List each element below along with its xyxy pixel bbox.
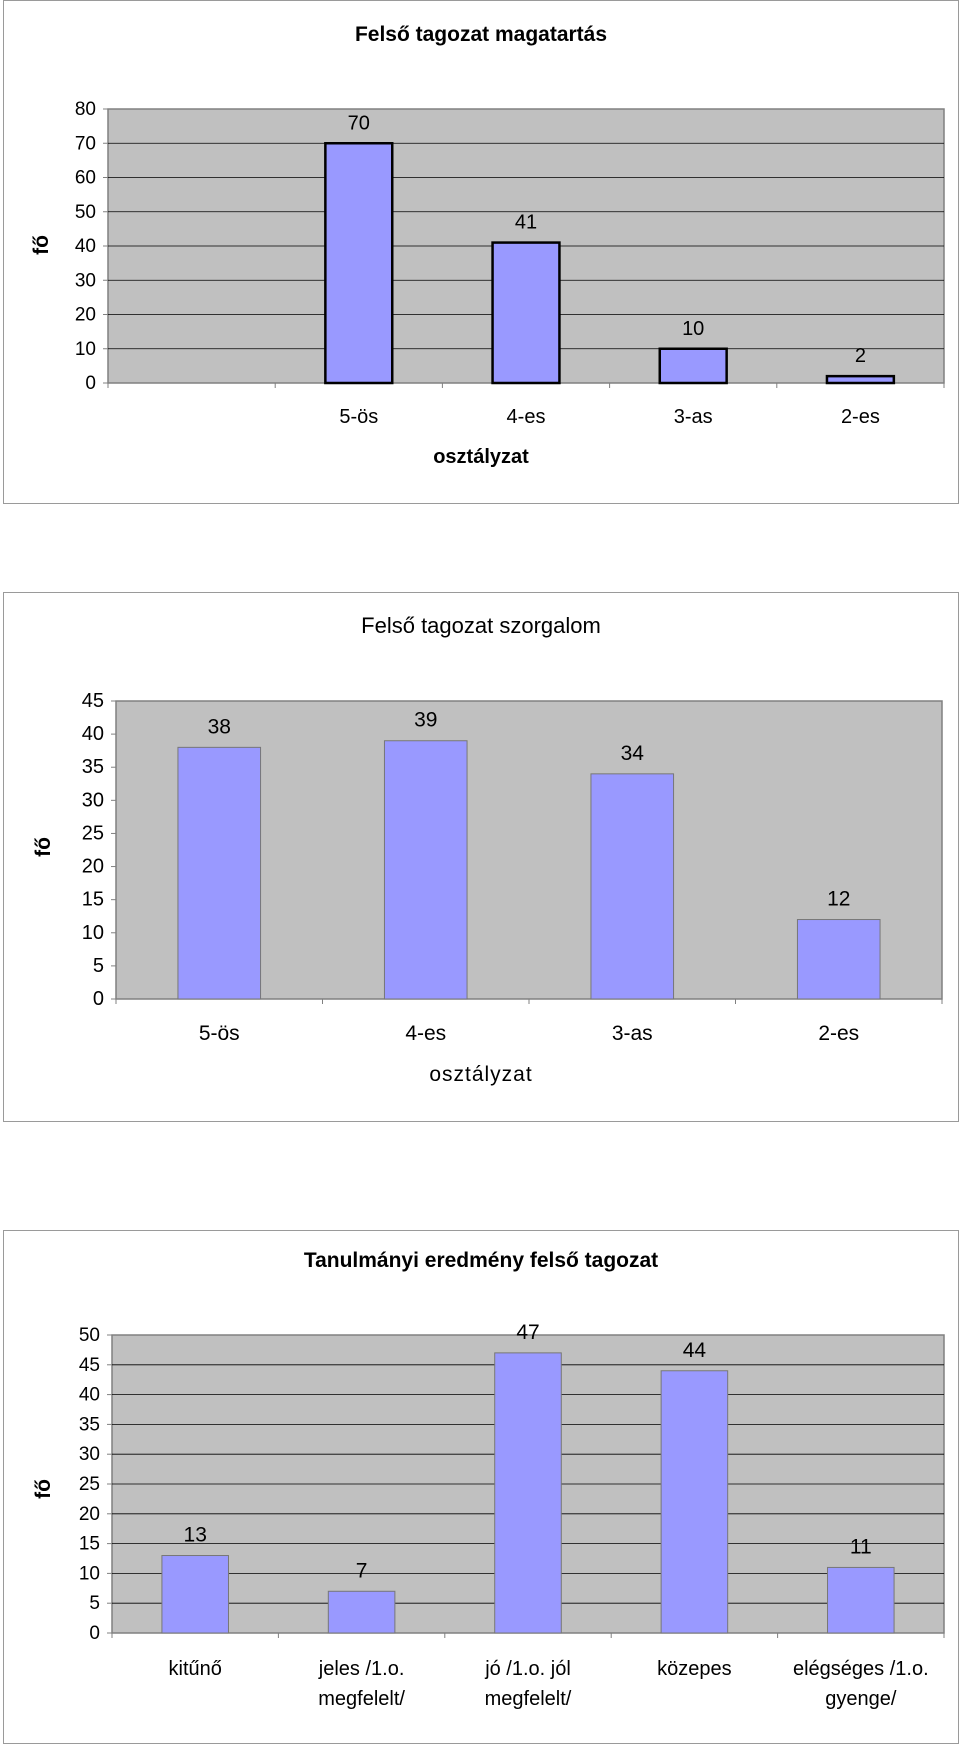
y-tick-label: 40: [79, 1385, 100, 1406]
y-tick-label: 5: [93, 955, 104, 977]
chart-plot-magatartas: 0 10 20 30 40 50 60 70 80 70 5-ös 41 4-es 10 3-as 2 2-es: [75, 99, 945, 428]
data-label: 47: [516, 1321, 539, 1344]
x-tick-label: elégséges /1.o.: [793, 1658, 929, 1680]
y-tick-label: 40: [82, 723, 104, 745]
bar-5: [827, 1566, 895, 1634]
bar-1: [177, 746, 262, 1000]
bar-4: [660, 1370, 729, 1634]
x-tick-label: 5-ös: [199, 1022, 240, 1045]
y-tick-label: 30: [75, 270, 96, 291]
bar-2: [327, 1590, 396, 1634]
bar-3: [590, 773, 675, 1000]
y-tick-label: 10: [79, 1563, 100, 1584]
chart-panel-szorgalom: Felső tagozat szorgalom fő 0 5 10 15 20 25 30 3…: [3, 592, 959, 1122]
bar-3: [494, 1352, 562, 1634]
y-tick-label: 0: [85, 373, 96, 394]
data-label: 11: [850, 1535, 872, 1558]
bar-3: [491, 241, 561, 385]
y-tick-label: 70: [75, 133, 96, 154]
data-label: 44: [683, 1339, 707, 1362]
chart-plot-szorgalom: 0 5 10 15 20 25 30 35 40 45 38 5-ös 39 4-es 34 3-as 12 2-…: [82, 690, 943, 1045]
x-tick-label: gyenge/: [825, 1688, 897, 1710]
data-label: 38: [208, 715, 231, 738]
bar-2: [383, 740, 468, 1000]
y-tick-label: 5: [89, 1593, 100, 1614]
y-tick-label: 80: [75, 99, 96, 120]
chart-panel-magatartas: Felső tagozat magatartás fő 0 10 20 30 40 50 6…: [3, 0, 959, 504]
data-label: 12: [827, 888, 850, 911]
x-tick-label: 4-es: [507, 406, 546, 428]
chart-title: Tanulmányi eredmény felső tagozat: [303, 1249, 659, 1272]
x-tick-label: 2-es: [818, 1022, 859, 1045]
bar-5: [825, 374, 896, 385]
x-axis-label: osztályzat: [429, 1063, 533, 1086]
y-tick-label: 20: [82, 856, 104, 878]
y-tick-label: 10: [82, 922, 104, 944]
y-tick-label: 25: [79, 1474, 100, 1495]
data-label: 7: [356, 1559, 368, 1582]
y-tick-label: 40: [75, 236, 96, 257]
x-tick-label: 3-as: [674, 406, 713, 428]
y-tick-label: 20: [79, 1504, 100, 1525]
x-tick-label: 5-ös: [339, 406, 378, 428]
y-tick-label: 35: [82, 756, 104, 778]
y-tick-label: 15: [82, 889, 104, 911]
x-tick-label: jeles /1.o.: [318, 1658, 405, 1680]
y-tick-label: 0: [93, 988, 104, 1010]
x-tick-label: jó /1.o. jól: [484, 1658, 571, 1680]
y-tick-label: 30: [79, 1444, 100, 1465]
y-tick-label: 50: [79, 1325, 100, 1346]
x-tick-label: 3-as: [612, 1022, 653, 1045]
bar-4: [796, 919, 881, 1000]
data-label: 13: [184, 1524, 207, 1547]
y-tick-label: 15: [79, 1534, 100, 1555]
bar-4: [658, 347, 728, 385]
y-tick-label: 25: [82, 822, 104, 844]
y-tick-label: 10: [75, 339, 96, 360]
data-label: 70: [348, 112, 370, 134]
chart-title: Felső tagozat szorgalom: [361, 613, 601, 638]
y-tick-label: 0: [89, 1623, 100, 1644]
x-tick-label: megfelelt/: [485, 1688, 572, 1710]
data-label: 39: [414, 709, 437, 732]
y-tick-label: 20: [75, 305, 96, 326]
chart-title: Felső tagozat magatartás: [354, 23, 608, 46]
x-tick-label: 2-es: [841, 406, 880, 428]
x-tick-label: 4-es: [405, 1022, 446, 1045]
data-label: 41: [515, 212, 537, 234]
data-label: 34: [621, 742, 645, 765]
x-axis-label: osztályzat: [433, 446, 529, 468]
data-label: 2: [855, 345, 866, 367]
x-tick-label: megfelelt/: [318, 1688, 405, 1710]
x-tick-label: kitűnő: [169, 1658, 222, 1680]
y-tick-label: 45: [82, 690, 104, 712]
data-label: 10: [682, 318, 704, 340]
y-tick-label: 30: [82, 789, 104, 811]
y-tick-label: 60: [75, 168, 96, 189]
chart-plot-tanulmanyi: 0 5 10 15 20 25 30 35 40 45 50 13 kitűnő 7 jeles /1.o.…: [79, 1321, 945, 1710]
y-tick-label: 45: [79, 1355, 100, 1376]
bar-1: [161, 1555, 229, 1634]
bar-2: [324, 142, 394, 385]
x-tick-label: közepes: [657, 1658, 732, 1680]
y-tick-label: 50: [75, 202, 96, 223]
y-tick-label: 35: [79, 1414, 100, 1435]
